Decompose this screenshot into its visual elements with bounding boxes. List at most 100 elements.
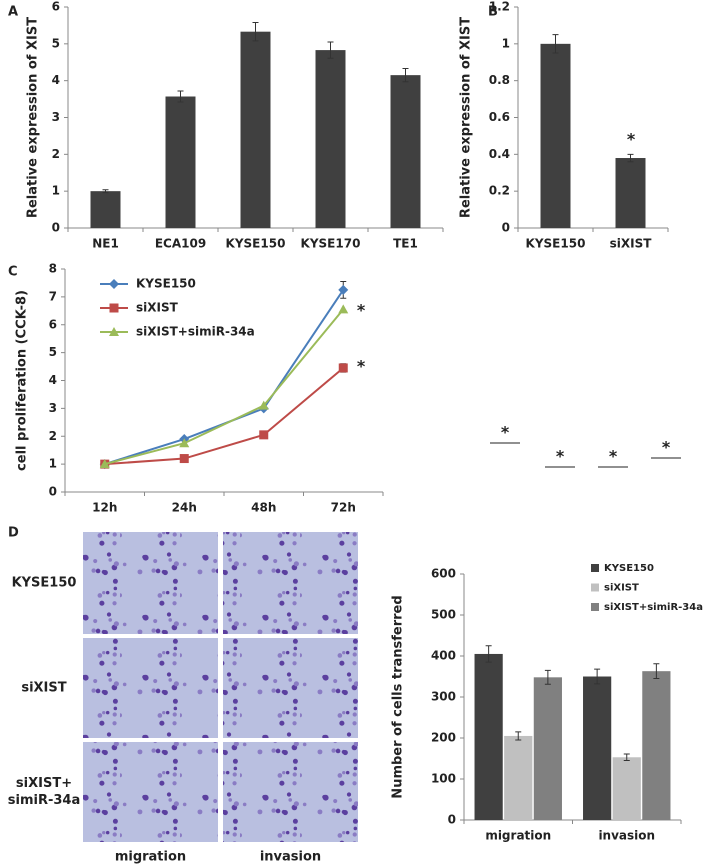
y-tick-label: 0.8: [489, 73, 510, 87]
y-axis-label: Number of cells transferred: [391, 595, 406, 798]
y-tick-label: 8: [49, 262, 57, 276]
error-bar: [485, 645, 492, 663]
y-tick-label: 7: [49, 289, 57, 303]
y-tick-label: 0: [502, 221, 510, 235]
bar: [474, 653, 503, 820]
bar: [315, 50, 346, 228]
significance-star: *: [627, 130, 636, 149]
y-tick-label: 0.4: [489, 147, 510, 161]
significance-star: *: [662, 438, 671, 457]
x-tick-label: 24h: [172, 501, 197, 515]
bar: [540, 43, 571, 229]
x-tick-label: ECA109: [155, 237, 206, 251]
y-tick-label: 4: [52, 73, 60, 87]
x-tick-label: siXIST: [610, 237, 653, 251]
series-line: [104, 289, 345, 466]
error-bar: [515, 731, 522, 741]
significance-star: *: [357, 357, 366, 376]
panel-letter: D: [8, 526, 19, 541]
y-tick-label: 2: [52, 147, 60, 161]
legend-marker: [109, 279, 119, 289]
y-tick-label: 500: [431, 608, 456, 622]
bar: [90, 191, 121, 228]
column-label: migration: [115, 850, 186, 865]
bar: [504, 735, 533, 820]
micrograph: [83, 638, 218, 738]
x-tick-label: migration: [485, 829, 551, 843]
legend-marker: [109, 303, 119, 313]
panel-letter: C: [8, 265, 18, 280]
legend-label: siXIST+simiR-34a: [136, 325, 255, 339]
y-tick-label: 1.2: [489, 0, 510, 14]
y-tick-label: 2: [49, 429, 57, 443]
micrograph: [83, 742, 218, 842]
y-tick-label: 4: [49, 373, 57, 387]
bar: [612, 757, 641, 820]
y-tick-label: 300: [431, 690, 456, 704]
data-point: [179, 454, 189, 464]
legend-swatch: [591, 583, 599, 592]
y-tick-label: 5: [52, 36, 60, 50]
data-point: [259, 430, 269, 440]
x-tick-label: KYSE150: [526, 237, 586, 251]
legend-label: siXIST: [604, 583, 639, 594]
y-tick-label: 0: [49, 485, 57, 499]
error-bar: [653, 663, 660, 680]
row-label: siXIST+: [16, 776, 72, 791]
row-label: siXIST: [21, 681, 66, 696]
data-point: [338, 363, 348, 373]
bar: [240, 31, 271, 229]
legend-swatch: [591, 564, 599, 572]
bar: [390, 75, 421, 229]
y-axis-label: cell proliferation (CCK-8): [15, 290, 30, 471]
x-tick-label: 72h: [331, 501, 356, 515]
bar: [615, 158, 646, 228]
significance-star: *: [501, 423, 510, 442]
micrograph: [223, 638, 358, 738]
bar: [642, 671, 671, 820]
y-tick-label: 6: [52, 0, 60, 14]
micrograph: [223, 742, 358, 842]
row-label: KYSE150: [12, 576, 77, 591]
error-bar: [102, 189, 109, 194]
y-tick-label: 1: [49, 457, 57, 471]
significance-star: *: [609, 447, 618, 466]
y-tick-label: 0: [448, 813, 456, 827]
series-line: [104, 367, 344, 466]
legend-label: KYSE150: [604, 563, 654, 574]
y-tick-label: 200: [431, 731, 456, 745]
error-bar: [552, 34, 559, 54]
series-line: [104, 308, 345, 466]
y-axis-label: Relative expression of XIST: [459, 17, 474, 218]
legend-swatch: [591, 603, 599, 611]
error-bar: [623, 753, 630, 762]
data-point: [338, 284, 349, 295]
x-tick-label: 12h: [92, 501, 117, 515]
y-tick-label: 1: [52, 184, 60, 198]
y-tick-label: 100: [431, 772, 456, 786]
micrograph: [223, 532, 358, 634]
micrograph: [83, 532, 218, 634]
error-bar: [327, 41, 334, 59]
legend-label: KYSE150: [136, 277, 196, 291]
x-tick-label: invasion: [598, 829, 655, 843]
data-point: [179, 438, 190, 448]
legend-marker: [109, 327, 119, 336]
error-bar: [544, 669, 551, 685]
error-bar: [177, 90, 184, 103]
error-bar: [402, 68, 409, 83]
panel-letter: B: [488, 5, 498, 20]
significance-star: *: [357, 301, 366, 320]
row-label: simiR-34a: [8, 793, 80, 808]
y-tick-label: 400: [431, 649, 456, 663]
significance-star: *: [556, 447, 565, 466]
data-point: [338, 304, 349, 314]
y-tick-label: 600: [431, 567, 456, 581]
y-tick-label: 0.6: [489, 110, 510, 124]
x-tick-label: KYSE170: [301, 237, 361, 251]
data-point: [258, 400, 269, 410]
x-tick-label: KYSE150: [226, 237, 286, 251]
error-bar: [252, 21, 259, 42]
error-bar: [594, 668, 601, 685]
